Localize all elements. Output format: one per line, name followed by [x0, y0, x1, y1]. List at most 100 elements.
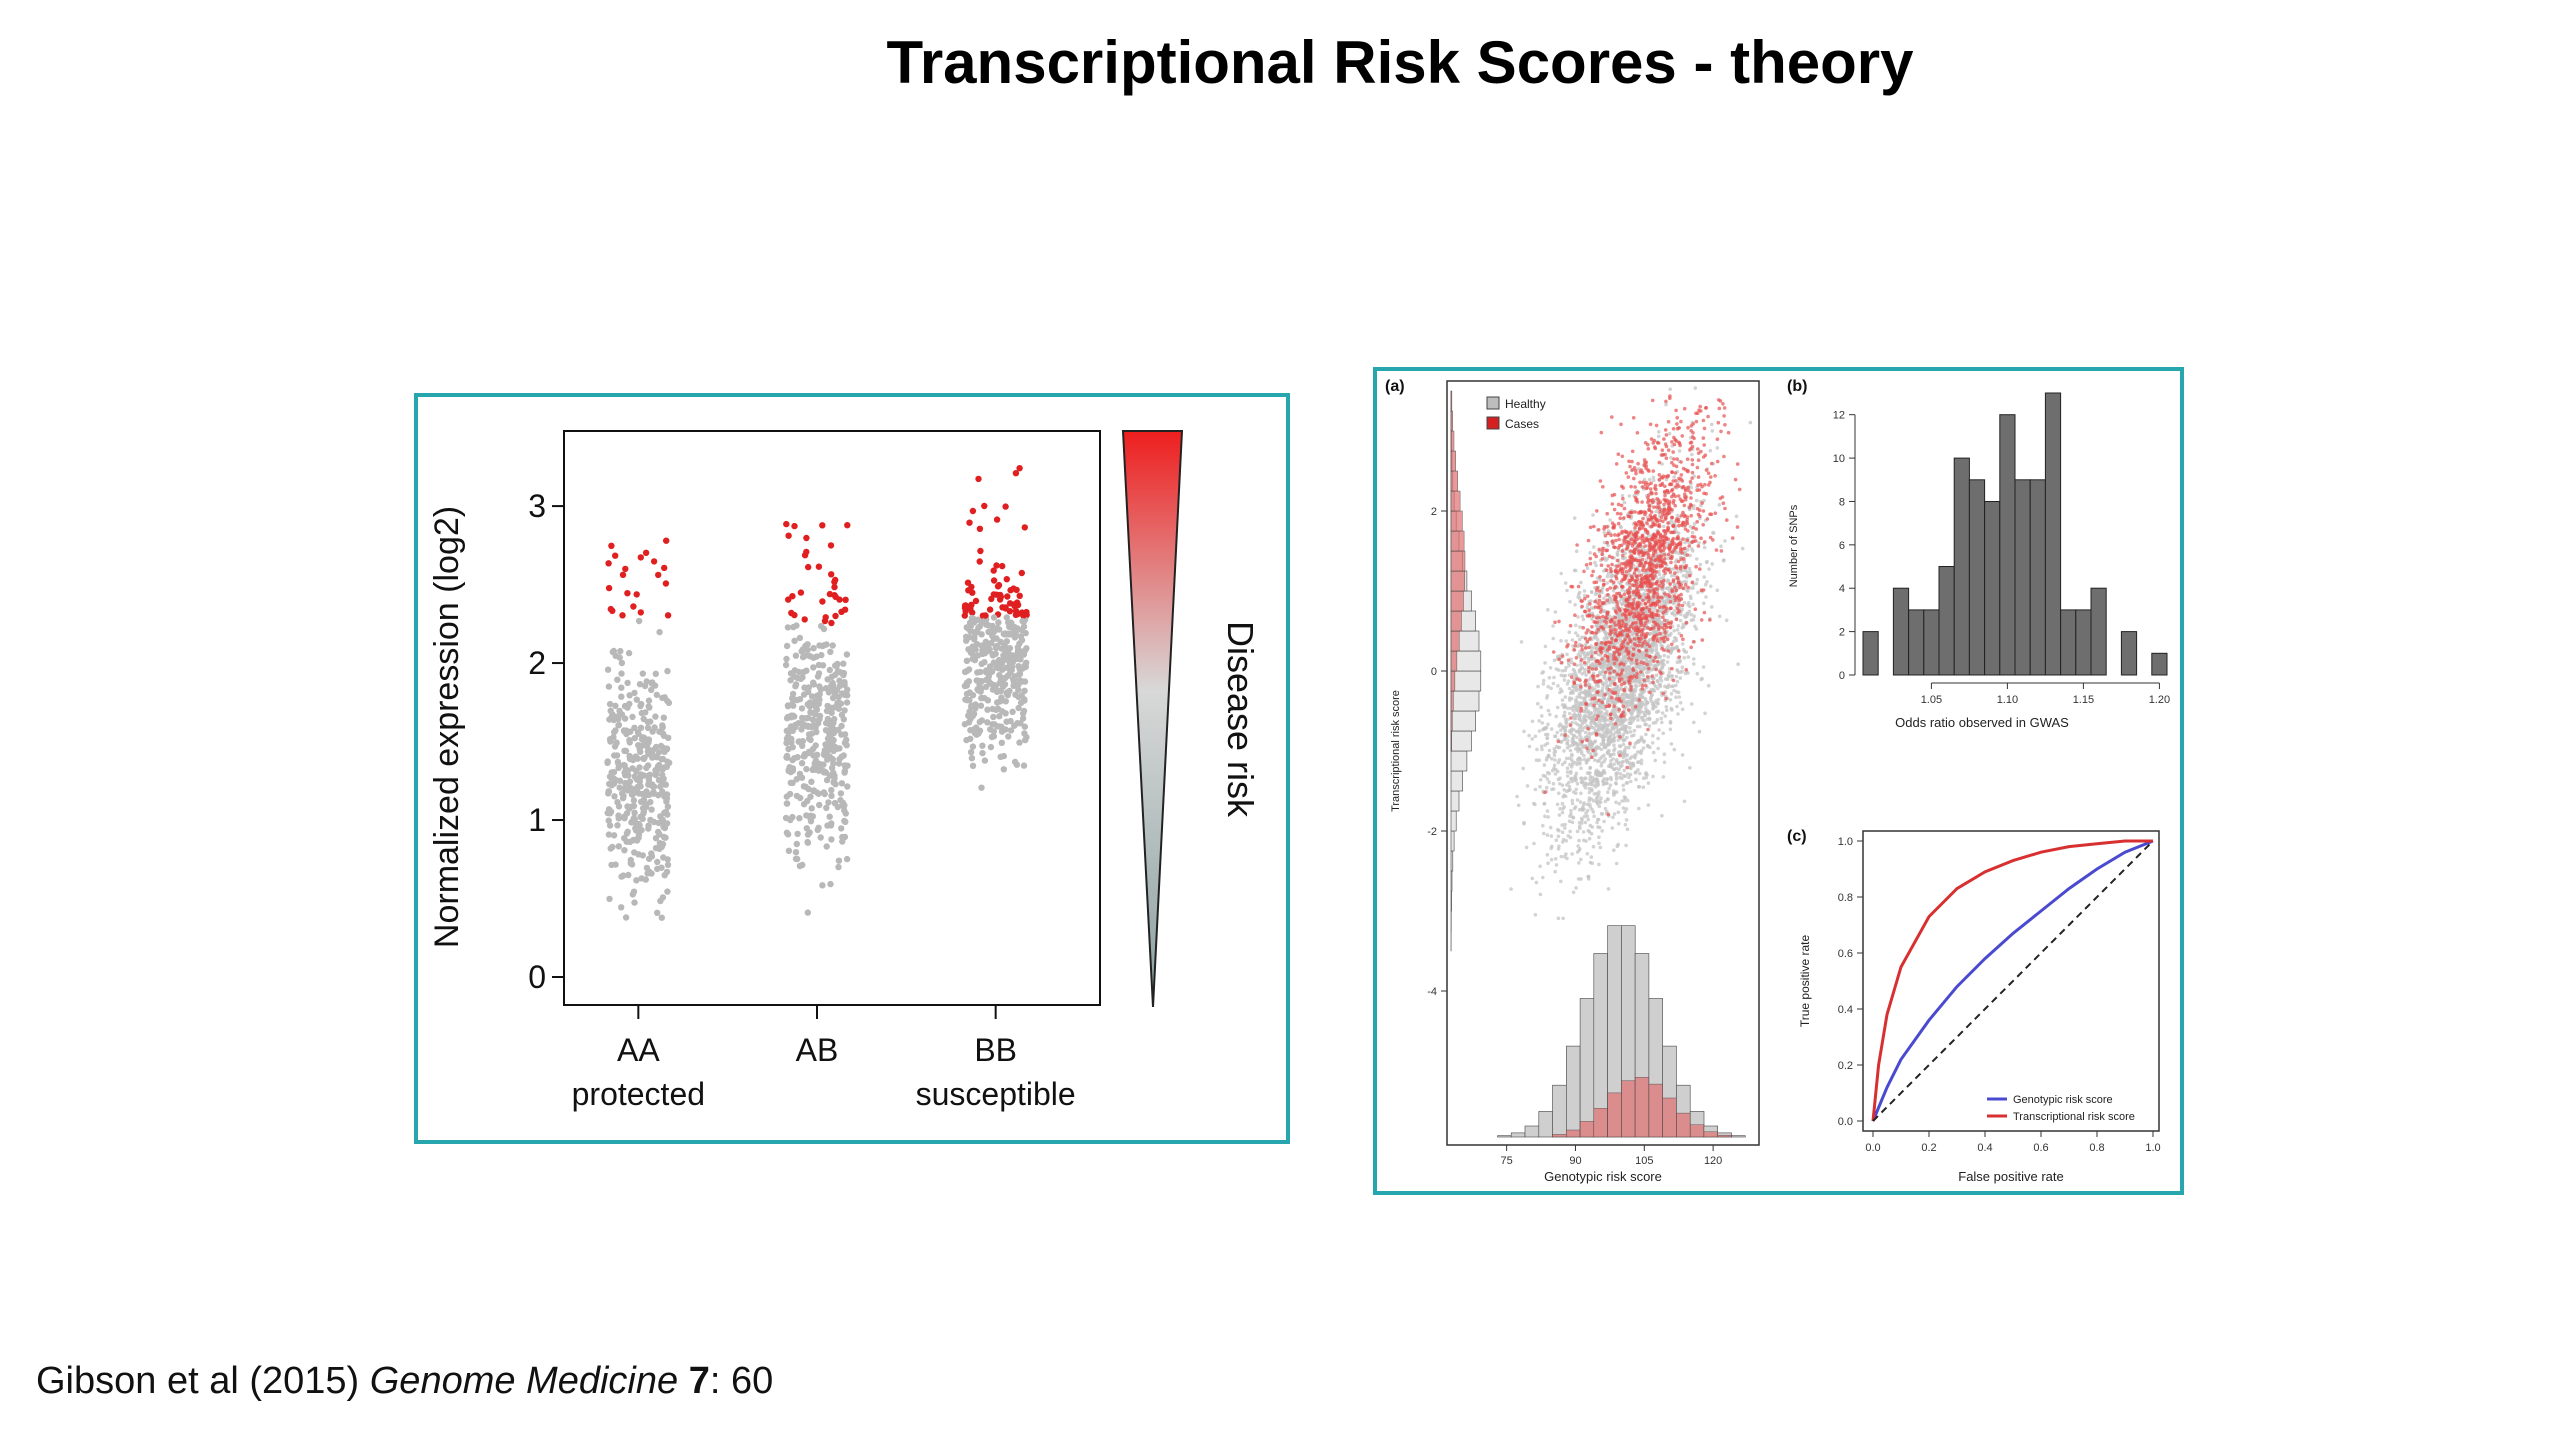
expression-point: [989, 705, 996, 713]
case-point: [1658, 554, 1663, 558]
high-expression-point: [993, 516, 1001, 523]
healthy-point: [1595, 820, 1599, 825]
expression-point: [1023, 645, 1030, 652]
case-point: [1711, 538, 1715, 542]
case-point: [1586, 628, 1590, 632]
healthy-point: [1629, 711, 1633, 716]
disease-risk-triangle: [1121, 430, 1184, 1008]
healthy-point: [1555, 705, 1560, 710]
expression-point: [635, 742, 642, 749]
expression-point: [642, 876, 649, 883]
expression-point: [656, 728, 663, 735]
expression-point: [986, 646, 993, 653]
healthy-point: [1622, 696, 1626, 701]
healthy-point: [1620, 776, 1624, 781]
expression-point: [987, 743, 995, 751]
high-expression-point: [966, 519, 973, 526]
case-point: [1597, 547, 1601, 552]
case-point: [1617, 707, 1621, 712]
healthy-point: [1672, 688, 1676, 693]
healthy-point: [1666, 655, 1670, 659]
healthy-point: [1576, 615, 1580, 619]
healthy-point: [1582, 593, 1587, 598]
case-point: [1589, 654, 1594, 659]
expression-point: [1016, 739, 1023, 746]
healthy-point: [1551, 681, 1556, 686]
healthy-point: [1569, 690, 1574, 694]
high-expression-point: [990, 567, 997, 574]
healthy-point: [1582, 589, 1587, 593]
expression-point: [816, 683, 823, 690]
healthy-point: [1590, 861, 1594, 865]
case-point: [1601, 578, 1606, 583]
healthy-point: [1584, 706, 1589, 711]
expression-point: [605, 683, 613, 690]
healthy-point: [1567, 673, 1572, 677]
healthy-point: [1623, 556, 1627, 560]
healthy-point: [1564, 756, 1569, 761]
healthy-point: [1565, 770, 1570, 774]
healthy-point: [1603, 799, 1608, 804]
healthy-point: [1566, 834, 1571, 838]
healthy-point: [1533, 787, 1538, 792]
healthy-point: [1509, 887, 1513, 891]
healthy-point: [1628, 730, 1633, 734]
healthy-point: [1597, 709, 1601, 714]
expression-point: [831, 775, 838, 782]
expression-point: [978, 784, 985, 791]
healthy-point: [1715, 588, 1720, 593]
high-expression-point: [968, 601, 975, 608]
case-point: [1557, 657, 1561, 662]
healthy-point: [1608, 763, 1613, 767]
healthy-point: [1559, 879, 1563, 884]
healthy-point: [1572, 777, 1577, 782]
healthy-point: [1642, 719, 1647, 723]
expression-point: [823, 641, 830, 648]
healthy-point: [1674, 636, 1678, 641]
healthy-point: [1652, 478, 1656, 483]
healthy-point: [1663, 714, 1667, 718]
healthy-point: [1585, 566, 1590, 570]
healthy-point: [1562, 854, 1567, 859]
expression-point: [836, 677, 843, 684]
healthy-point: [1586, 652, 1590, 657]
healthy-point: [1583, 730, 1588, 735]
case-point: [1673, 503, 1677, 508]
expression-point: [803, 765, 810, 773]
healthy-point: [1579, 821, 1584, 825]
high-expression-point: [642, 549, 650, 556]
case-point: [1667, 594, 1672, 598]
healthy-point: [1574, 631, 1578, 635]
healthy-point: [1639, 758, 1644, 763]
healthy-point: [1665, 677, 1670, 682]
healthy-point: [1610, 826, 1615, 830]
expression-point: [961, 682, 969, 690]
expression-point: [1003, 638, 1010, 645]
high-expression-point: [633, 591, 640, 598]
healthy-point: [1637, 806, 1641, 811]
expression-point: [1008, 666, 1015, 674]
case-point: [1560, 654, 1565, 658]
healthy-point: [1535, 747, 1539, 752]
expression-point: [979, 742, 986, 749]
healthy-point: [1561, 714, 1566, 718]
expression-point: [635, 730, 642, 738]
healthy-point: [1580, 635, 1584, 640]
healthy-point: [1696, 590, 1700, 595]
expression-point: [1020, 762, 1028, 769]
expression-point: [829, 694, 837, 702]
expression-point: [804, 909, 811, 916]
healthy-point: [1562, 674, 1566, 678]
case-point: [1596, 714, 1600, 718]
healthy-point: [1654, 617, 1658, 622]
case-point: [1658, 605, 1662, 610]
high-expression-point: [969, 609, 976, 616]
high-expression-point: [962, 602, 969, 609]
expression-point: [1007, 717, 1014, 725]
case-point: [1636, 461, 1640, 466]
healthy-point: [1685, 614, 1689, 618]
healthy-point: [1606, 543, 1610, 548]
healthy-point: [1621, 755, 1626, 760]
case-point: [1615, 564, 1619, 568]
y-tick-label: 2: [528, 645, 546, 681]
